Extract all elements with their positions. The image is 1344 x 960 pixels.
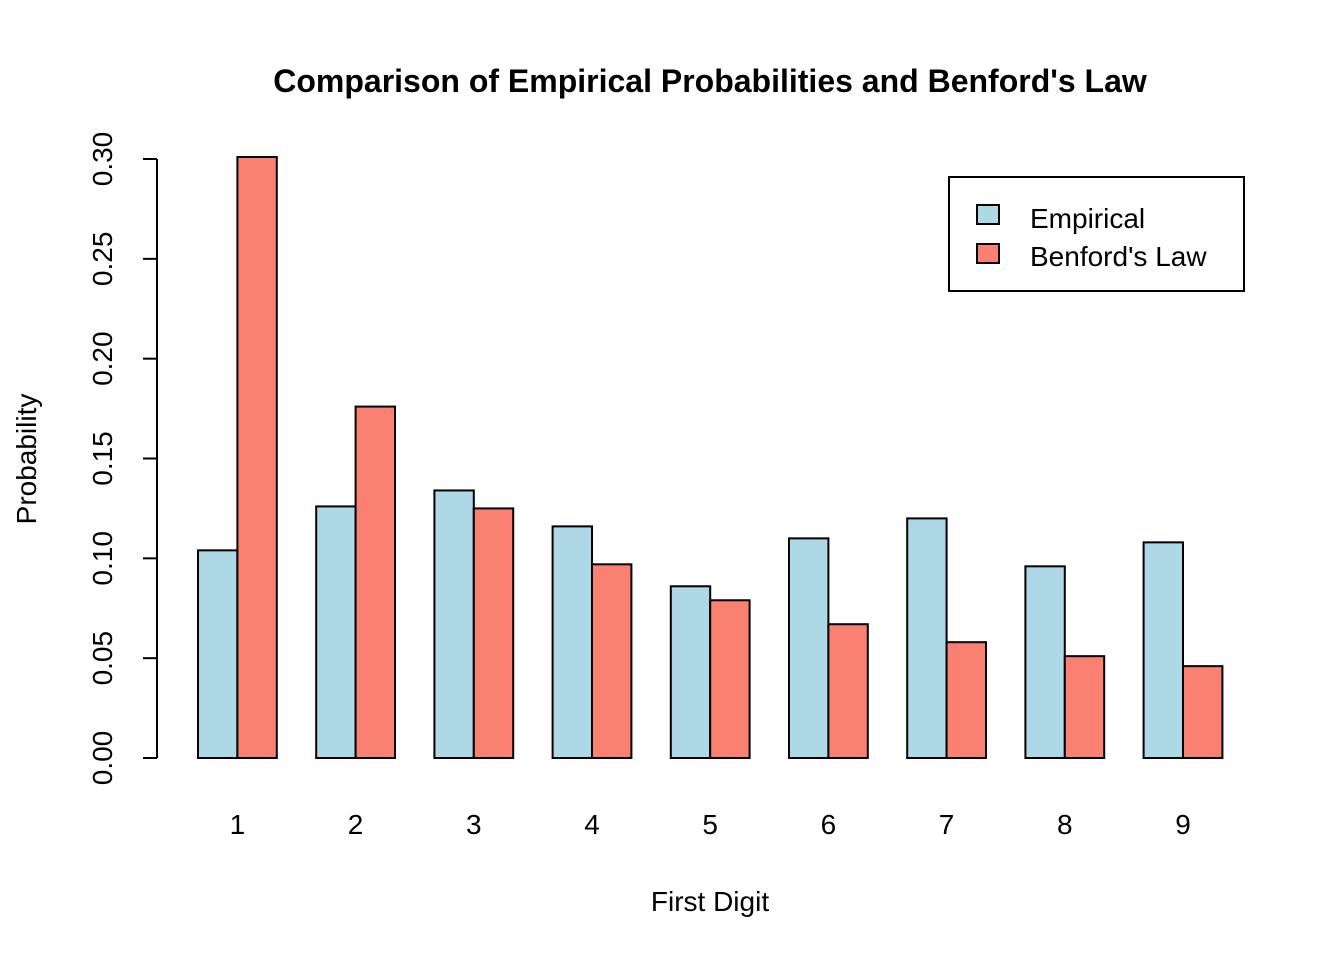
x-tick-label: 4	[584, 809, 600, 840]
bar-empirical-5	[669, 585, 712, 760]
legend-label-empirical: Empirical	[1030, 203, 1145, 234]
legend-swatch-empirical	[976, 204, 1000, 225]
x-tick-label: 7	[939, 809, 955, 840]
bar-benford-1	[236, 156, 278, 759]
bar-benford-7	[945, 641, 987, 760]
bar-benford-6	[827, 623, 869, 759]
x-tick-label: 2	[348, 809, 364, 840]
bar-benford-5	[709, 599, 751, 759]
bar-empirical-1	[197, 549, 239, 760]
bar-benford-9	[1182, 665, 1224, 759]
bar-benford-3	[472, 507, 515, 759]
y-tick-label: 0.20	[87, 331, 118, 386]
y-tick-label: 0.10	[87, 531, 118, 586]
x-tick-label: 3	[466, 809, 482, 840]
x-tick-label: 8	[1057, 809, 1073, 840]
legend: Empirical Benford's Law	[948, 176, 1245, 292]
bar-empirical-2	[315, 505, 357, 760]
bar-empirical-6	[788, 537, 830, 759]
x-axis-label: First Digit	[651, 886, 769, 917]
y-tick-label: 0.25	[87, 232, 118, 287]
y-tick-label: 0.30	[87, 132, 118, 187]
bar-empirical-9	[1142, 541, 1184, 759]
bar-benford-4	[591, 563, 633, 759]
legend-label-benford: Benford's Law	[1030, 241, 1207, 272]
bar-benford-2	[354, 405, 397, 759]
x-tick-label: 6	[821, 809, 837, 840]
chart-title: Comparison of Empirical Probabilities an…	[273, 63, 1147, 99]
x-axis-tick-labels: 1 2 3 4 5 6 7 8 9	[230, 809, 1191, 840]
bar-benford-8	[1063, 655, 1106, 759]
bar-empirical-4	[551, 525, 593, 759]
x-tick-label: 5	[702, 809, 718, 840]
y-tick-label: 0.00	[87, 731, 118, 786]
bar-empirical-7	[906, 517, 948, 760]
x-tick-label: 1	[230, 809, 246, 840]
legend-swatch-benford	[976, 243, 1000, 264]
y-tick-label: 0.15	[87, 431, 118, 486]
bar-empirical-8	[1024, 565, 1066, 759]
y-tick-label: 0.05	[87, 631, 118, 686]
bars	[197, 156, 1224, 760]
y-axis-label: Probability	[11, 394, 42, 525]
y-axis: 0.00 0.05 0.10 0.15 0.20 0.25 0.30	[87, 132, 158, 786]
x-tick-label: 9	[1175, 809, 1191, 840]
bar-empirical-3	[433, 489, 475, 759]
legend-box	[948, 176, 1245, 292]
